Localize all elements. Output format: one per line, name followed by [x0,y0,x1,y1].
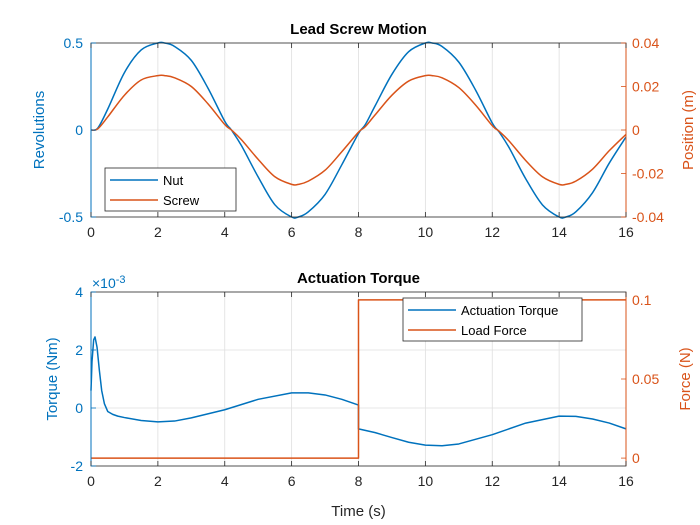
y-right-label-top: Position (m) [680,90,697,170]
x-tick-label: 2 [154,473,162,489]
y-left-tick-label: 0 [75,400,83,416]
series-line-screw [90,74,627,186]
x-tick-label: 0 [87,473,95,489]
exponent-base: ×10 [92,275,116,291]
x-tick-label: 12 [484,224,500,240]
x-tick-label: 16 [618,224,634,240]
chart-title-bottom: Actuation Torque [297,270,420,287]
series-lines-top [90,41,627,219]
legend-top[interactable]: Nut Screw [104,167,237,212]
x-tick-label: 2 [154,224,162,240]
y-right-tick-label: 0 [632,450,640,466]
x-tick-label: 6 [288,473,296,489]
y-left-tick-label: -0.5 [59,209,83,225]
y-left-label-top: Revolutions [31,91,48,169]
legend-box-bottom [402,297,583,342]
y-left-ticks-top: -0.5 0 0.5 [59,35,96,225]
x-tick-label: 4 [221,224,229,240]
legend-label-load-force: Load Force [461,323,527,338]
y-right-tick-label: 0.04 [632,35,659,51]
legend-bottom[interactable]: Actuation Torque Load Force [402,297,583,342]
y-right-ticks-top: -0.04 -0.02 0 0.02 0.04 [621,35,664,225]
legend-label-actuation-torque: Actuation Torque [461,303,558,318]
y-right-label-bottom: Force (N) [677,347,694,410]
panel-lead-screw-motion: 0 2 4 6 8 10 12 14 16 -0.500.5 -0.04-0.0200.020.… [31,21,697,240]
x-tick-label: 10 [418,224,434,240]
exponent-power: -3 [116,274,126,286]
x-tick-label: 12 [484,473,500,489]
y-right-tick-label: 0.1 [632,292,652,308]
y-left-tick-label: 2 [75,342,83,358]
y-left-ticks-bottom: -2 0 2 4 [71,284,96,474]
y-left-exponent-label: ×10-3 [92,274,126,291]
legend-box-top [104,167,237,212]
x-tick-label: 14 [551,473,567,489]
x-ticks-top: 0 2 4 6 8 10 12 14 16 [87,43,634,240]
chart-title-top: Lead Screw Motion [290,21,427,38]
legend-label-nut: Nut [163,173,184,188]
x-tick-label: 10 [418,473,434,489]
y-right-tick-label: 0.02 [632,79,659,95]
x-tick-label: 6 [288,224,296,240]
y-left-tick-label: 4 [75,284,83,300]
y-left-tick-label: -2 [71,458,84,474]
x-axis-label: Time (s) [331,503,385,520]
series-line-actuation-torque [90,336,627,447]
x-tick-label: 8 [355,473,363,489]
x-tick-label: 8 [355,224,363,240]
y-right-tick-label: -0.04 [632,209,664,225]
x-ticks-bottom: 0 2 4 6 8 10 12 14 16 [87,292,634,489]
y-right-tick-label: -0.02 [632,166,664,182]
y-right-tick-label: 0.05 [632,371,659,387]
y-left-label-bottom: Torque (Nm) [44,337,61,420]
x-tick-label: 4 [221,473,229,489]
x-tick-label: 16 [618,473,634,489]
legend-label-screw: Screw [163,193,200,208]
x-tick-label: 14 [551,224,567,240]
y-left-tick-label: 0 [75,122,83,138]
y-right-tick-label: 0 [632,122,640,138]
y-left-tick-label: 0.5 [64,35,84,51]
x-tick-label: 0 [87,224,95,240]
series-line-nut [90,41,627,219]
y-right-ticks-bottom: 0 0.05 0.1 [621,292,659,466]
